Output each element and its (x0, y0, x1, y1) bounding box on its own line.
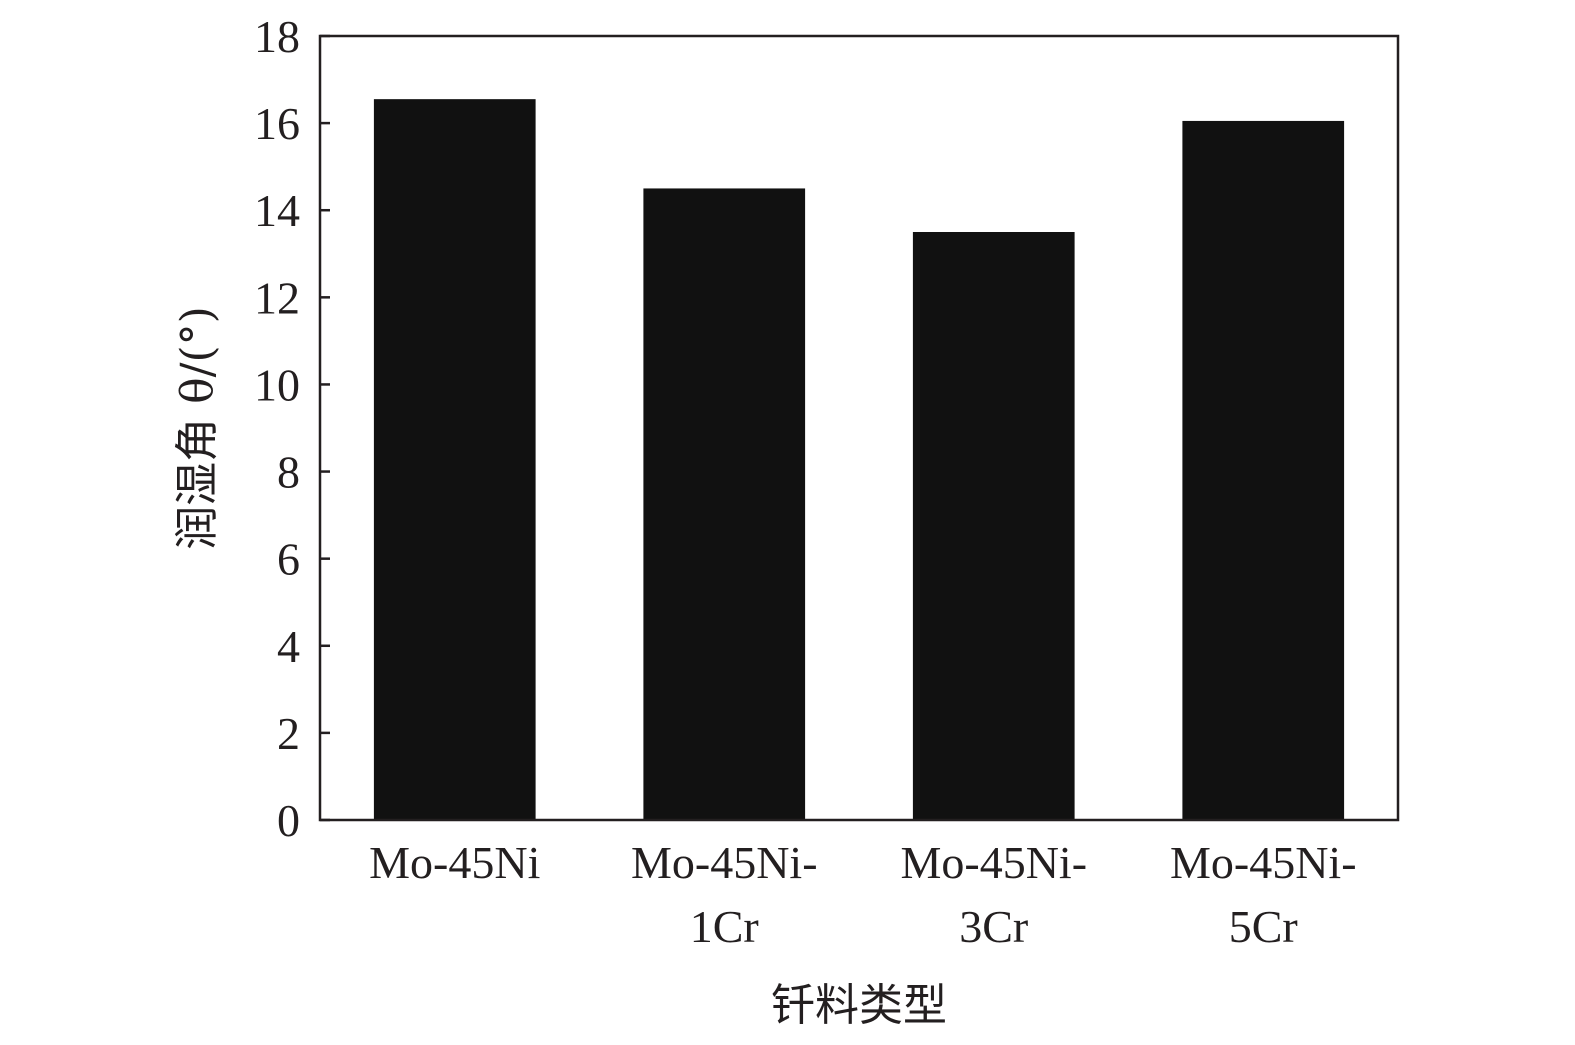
bar (643, 188, 806, 820)
x-axis: Mo-45Ni Mo-45Ni-1Cr Mo-45Ni-3Cr Mo-45Ni-5Cr (369, 837, 1356, 952)
x-tick-label: Mo-45Ni-1Cr (631, 837, 818, 952)
plot-frame (318, 34, 1400, 822)
y-tick-label: 18 (254, 11, 300, 62)
x-tick-label: Mo-45Ni (369, 837, 540, 888)
x-tick-label: Mo-45Ni-5Cr (1170, 837, 1357, 952)
bar (1182, 120, 1345, 820)
y-tick-label: 0 (277, 795, 300, 846)
y-tick-label: 14 (254, 185, 300, 236)
x-axis-title: 钎料类型 (771, 980, 947, 1031)
y-tick-label: 2 (277, 708, 300, 759)
y-tick-label: 8 (277, 447, 300, 498)
y-tick-label: 6 (277, 534, 300, 585)
x-tick-label: Mo-45Ni-3Cr (900, 837, 1087, 952)
y-tick-label: 16 (254, 98, 300, 149)
y-tick-label: 10 (254, 359, 300, 410)
bars (373, 99, 1345, 820)
y-tick-label: 12 (254, 272, 300, 323)
y-axis-title: 润湿角 θ/(°) (172, 306, 223, 550)
bar (912, 232, 1075, 820)
y-tick-label: 4 (277, 621, 300, 672)
y-axis: 0 2 4 6 8 10 12 14 16 18 (254, 11, 330, 846)
bar (373, 99, 536, 820)
